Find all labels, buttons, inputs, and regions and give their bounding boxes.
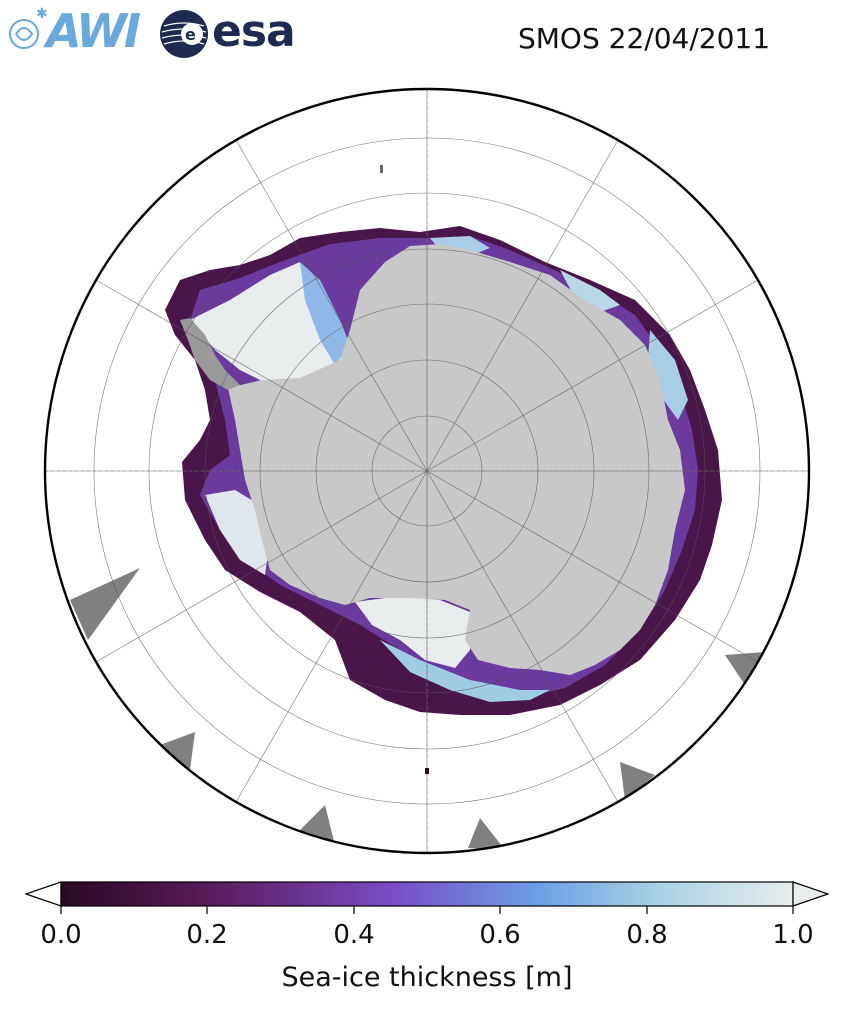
no-data-speck [380, 165, 383, 173]
sea-ice-thick-ross [355, 596, 470, 668]
antarctica-landmass [228, 244, 685, 675]
colorbar-tick-label: 1.0 [772, 920, 814, 950]
no-data-patch [300, 805, 335, 845]
no-data-patch [160, 732, 195, 770]
colorbar-extend-low [24, 881, 62, 907]
sea-ice-thick-ne [560, 270, 620, 312]
colorbar-tick-label: 0.4 [333, 920, 375, 950]
no-data-patch [468, 818, 505, 850]
svg-text:✱: ✱ [36, 6, 48, 22]
ice-speck [425, 768, 429, 774]
sea-ice-thick-west [205, 490, 270, 575]
colorbar-tick-label: 0.2 [186, 920, 228, 950]
no-data-patch [620, 762, 655, 800]
colorbar-tick-label: 0.6 [479, 920, 521, 950]
colorbar-gradient [60, 881, 794, 907]
no-data-patch [70, 568, 140, 640]
colorbar-label: Sea-ice thickness [m] [281, 962, 573, 993]
sea-ice-thick-weddell-edge [300, 262, 350, 365]
colorbar [24, 881, 830, 914]
antarctic-peninsula [180, 318, 240, 390]
sea-ice-thick-east [648, 330, 688, 420]
colorbar-tick-label: 0.8 [626, 920, 668, 950]
awi-logo: ✱ [6, 6, 50, 60]
awi-logo-text: AWI [46, 4, 141, 58]
map-boundary [43, 87, 811, 855]
colorbar-extend-high [792, 881, 830, 907]
colorbar-tick-label: 0.0 [40, 920, 82, 950]
esa-logo-text: esa [212, 6, 296, 57]
esa-logo: e [158, 8, 210, 64]
axis-lines [45, 89, 809, 853]
colorbar-ticks: 0.0 0.2 0.4 0.6 0.8 1.0 [0, 920, 854, 960]
svg-text:e: e [185, 25, 196, 44]
map-title: SMOS 22/04/2011 [518, 22, 771, 55]
